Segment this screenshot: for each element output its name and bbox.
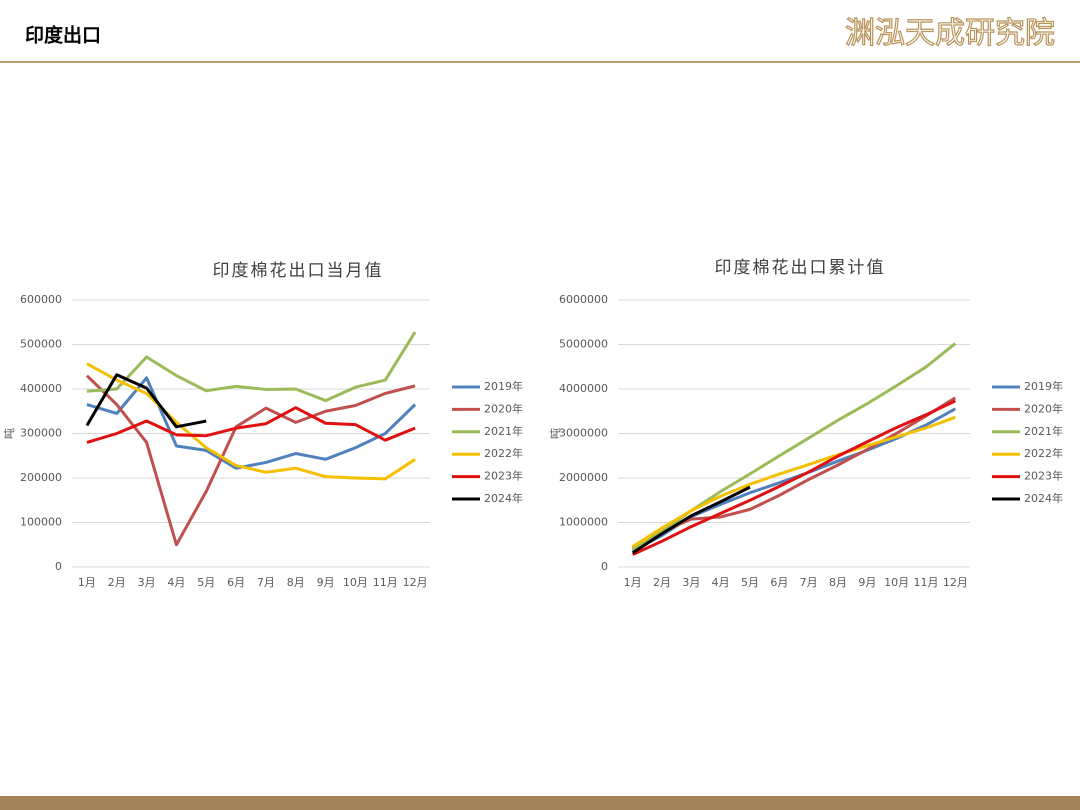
legend-label: 2021年 bbox=[1024, 424, 1063, 438]
y-axis-label: 吨 bbox=[3, 428, 16, 439]
y-tick-label: 400000 bbox=[20, 382, 62, 395]
logo: 渊泓天成研究院 bbox=[845, 16, 1055, 51]
y-tick-label: 4000000 bbox=[559, 382, 608, 395]
x-tick-label: 5月 bbox=[197, 576, 215, 589]
x-tick-label: 1月 bbox=[78, 576, 96, 589]
x-tick-label: 9月 bbox=[317, 576, 335, 589]
x-tick-label: 11月 bbox=[373, 576, 398, 589]
legend-label: 2024年 bbox=[1024, 491, 1063, 505]
y-tick-label: 3000000 bbox=[559, 427, 608, 440]
x-tick-label: 10月 bbox=[343, 576, 368, 589]
x-tick-label: 8月 bbox=[829, 576, 847, 589]
legend-label: 2019年 bbox=[1024, 379, 1063, 393]
x-tick-label: 1月 bbox=[624, 576, 642, 589]
x-tick-label: 6月 bbox=[770, 576, 788, 589]
x-tick-label: 5月 bbox=[741, 576, 759, 589]
legend-label: 2023年 bbox=[1024, 469, 1063, 483]
legend-label: 2022年 bbox=[1024, 446, 1063, 460]
x-tick-label: 7月 bbox=[800, 576, 818, 589]
series-line bbox=[631, 485, 751, 555]
series-line bbox=[631, 415, 956, 548]
x-tick-label: 4月 bbox=[712, 576, 730, 589]
series-line bbox=[85, 373, 207, 429]
legend-label: 2021年 bbox=[484, 424, 523, 438]
y-tick-label: 6000000 bbox=[559, 293, 608, 306]
x-tick-label: 2月 bbox=[108, 576, 126, 589]
legend-label: 2020年 bbox=[1024, 401, 1063, 415]
x-tick-label: 11月 bbox=[914, 576, 939, 589]
series-line bbox=[86, 376, 417, 470]
x-tick-label: 12月 bbox=[403, 576, 428, 589]
x-tick-label: 9月 bbox=[858, 576, 876, 589]
x-tick-label: 6月 bbox=[227, 576, 245, 589]
y-tick-label: 100000 bbox=[20, 516, 62, 529]
x-tick-label: 7月 bbox=[257, 576, 275, 589]
y-tick-label: 1000000 bbox=[559, 516, 608, 529]
footer-bar bbox=[0, 796, 1080, 810]
y-tick-label: 600000 bbox=[20, 293, 62, 306]
y-tick-label: 500000 bbox=[20, 338, 62, 351]
x-tick-label: 3月 bbox=[682, 576, 700, 589]
y-tick-label: 300000 bbox=[20, 427, 62, 440]
x-tick-label: 8月 bbox=[287, 576, 305, 589]
legend-label: 2020年 bbox=[484, 401, 523, 415]
y-tick-label: 0 bbox=[55, 560, 62, 573]
x-tick-label: 12月 bbox=[943, 576, 968, 589]
x-tick-label: 4月 bbox=[167, 576, 185, 589]
y-tick-label: 0 bbox=[601, 560, 608, 573]
y-tick-label: 5000000 bbox=[559, 338, 608, 351]
y-tick-label: 200000 bbox=[20, 471, 62, 484]
legend-label: 2024年 bbox=[484, 491, 523, 505]
legend-label: 2022年 bbox=[484, 446, 523, 460]
legend-label: 2019年 bbox=[484, 379, 523, 393]
series-line bbox=[86, 331, 417, 403]
y-axis-label: 吨 bbox=[549, 428, 562, 439]
series-line bbox=[86, 406, 416, 444]
x-tick-label: 3月 bbox=[138, 576, 156, 589]
series-line bbox=[85, 374, 416, 547]
series-line bbox=[632, 399, 956, 556]
page-title: 印度出口 bbox=[25, 24, 101, 47]
header-rule bbox=[0, 61, 1080, 63]
chart-title: 印度棉花出口当月值 bbox=[213, 261, 384, 281]
x-tick-label: 2月 bbox=[653, 576, 671, 589]
x-tick-label: 10月 bbox=[884, 576, 909, 589]
legend-label: 2023年 bbox=[484, 469, 523, 483]
series-line bbox=[631, 396, 957, 550]
series-line bbox=[86, 362, 416, 481]
chart-title: 印度棉花出口累计值 bbox=[715, 258, 886, 278]
y-tick-label: 2000000 bbox=[559, 471, 608, 484]
series-line bbox=[631, 342, 957, 551]
